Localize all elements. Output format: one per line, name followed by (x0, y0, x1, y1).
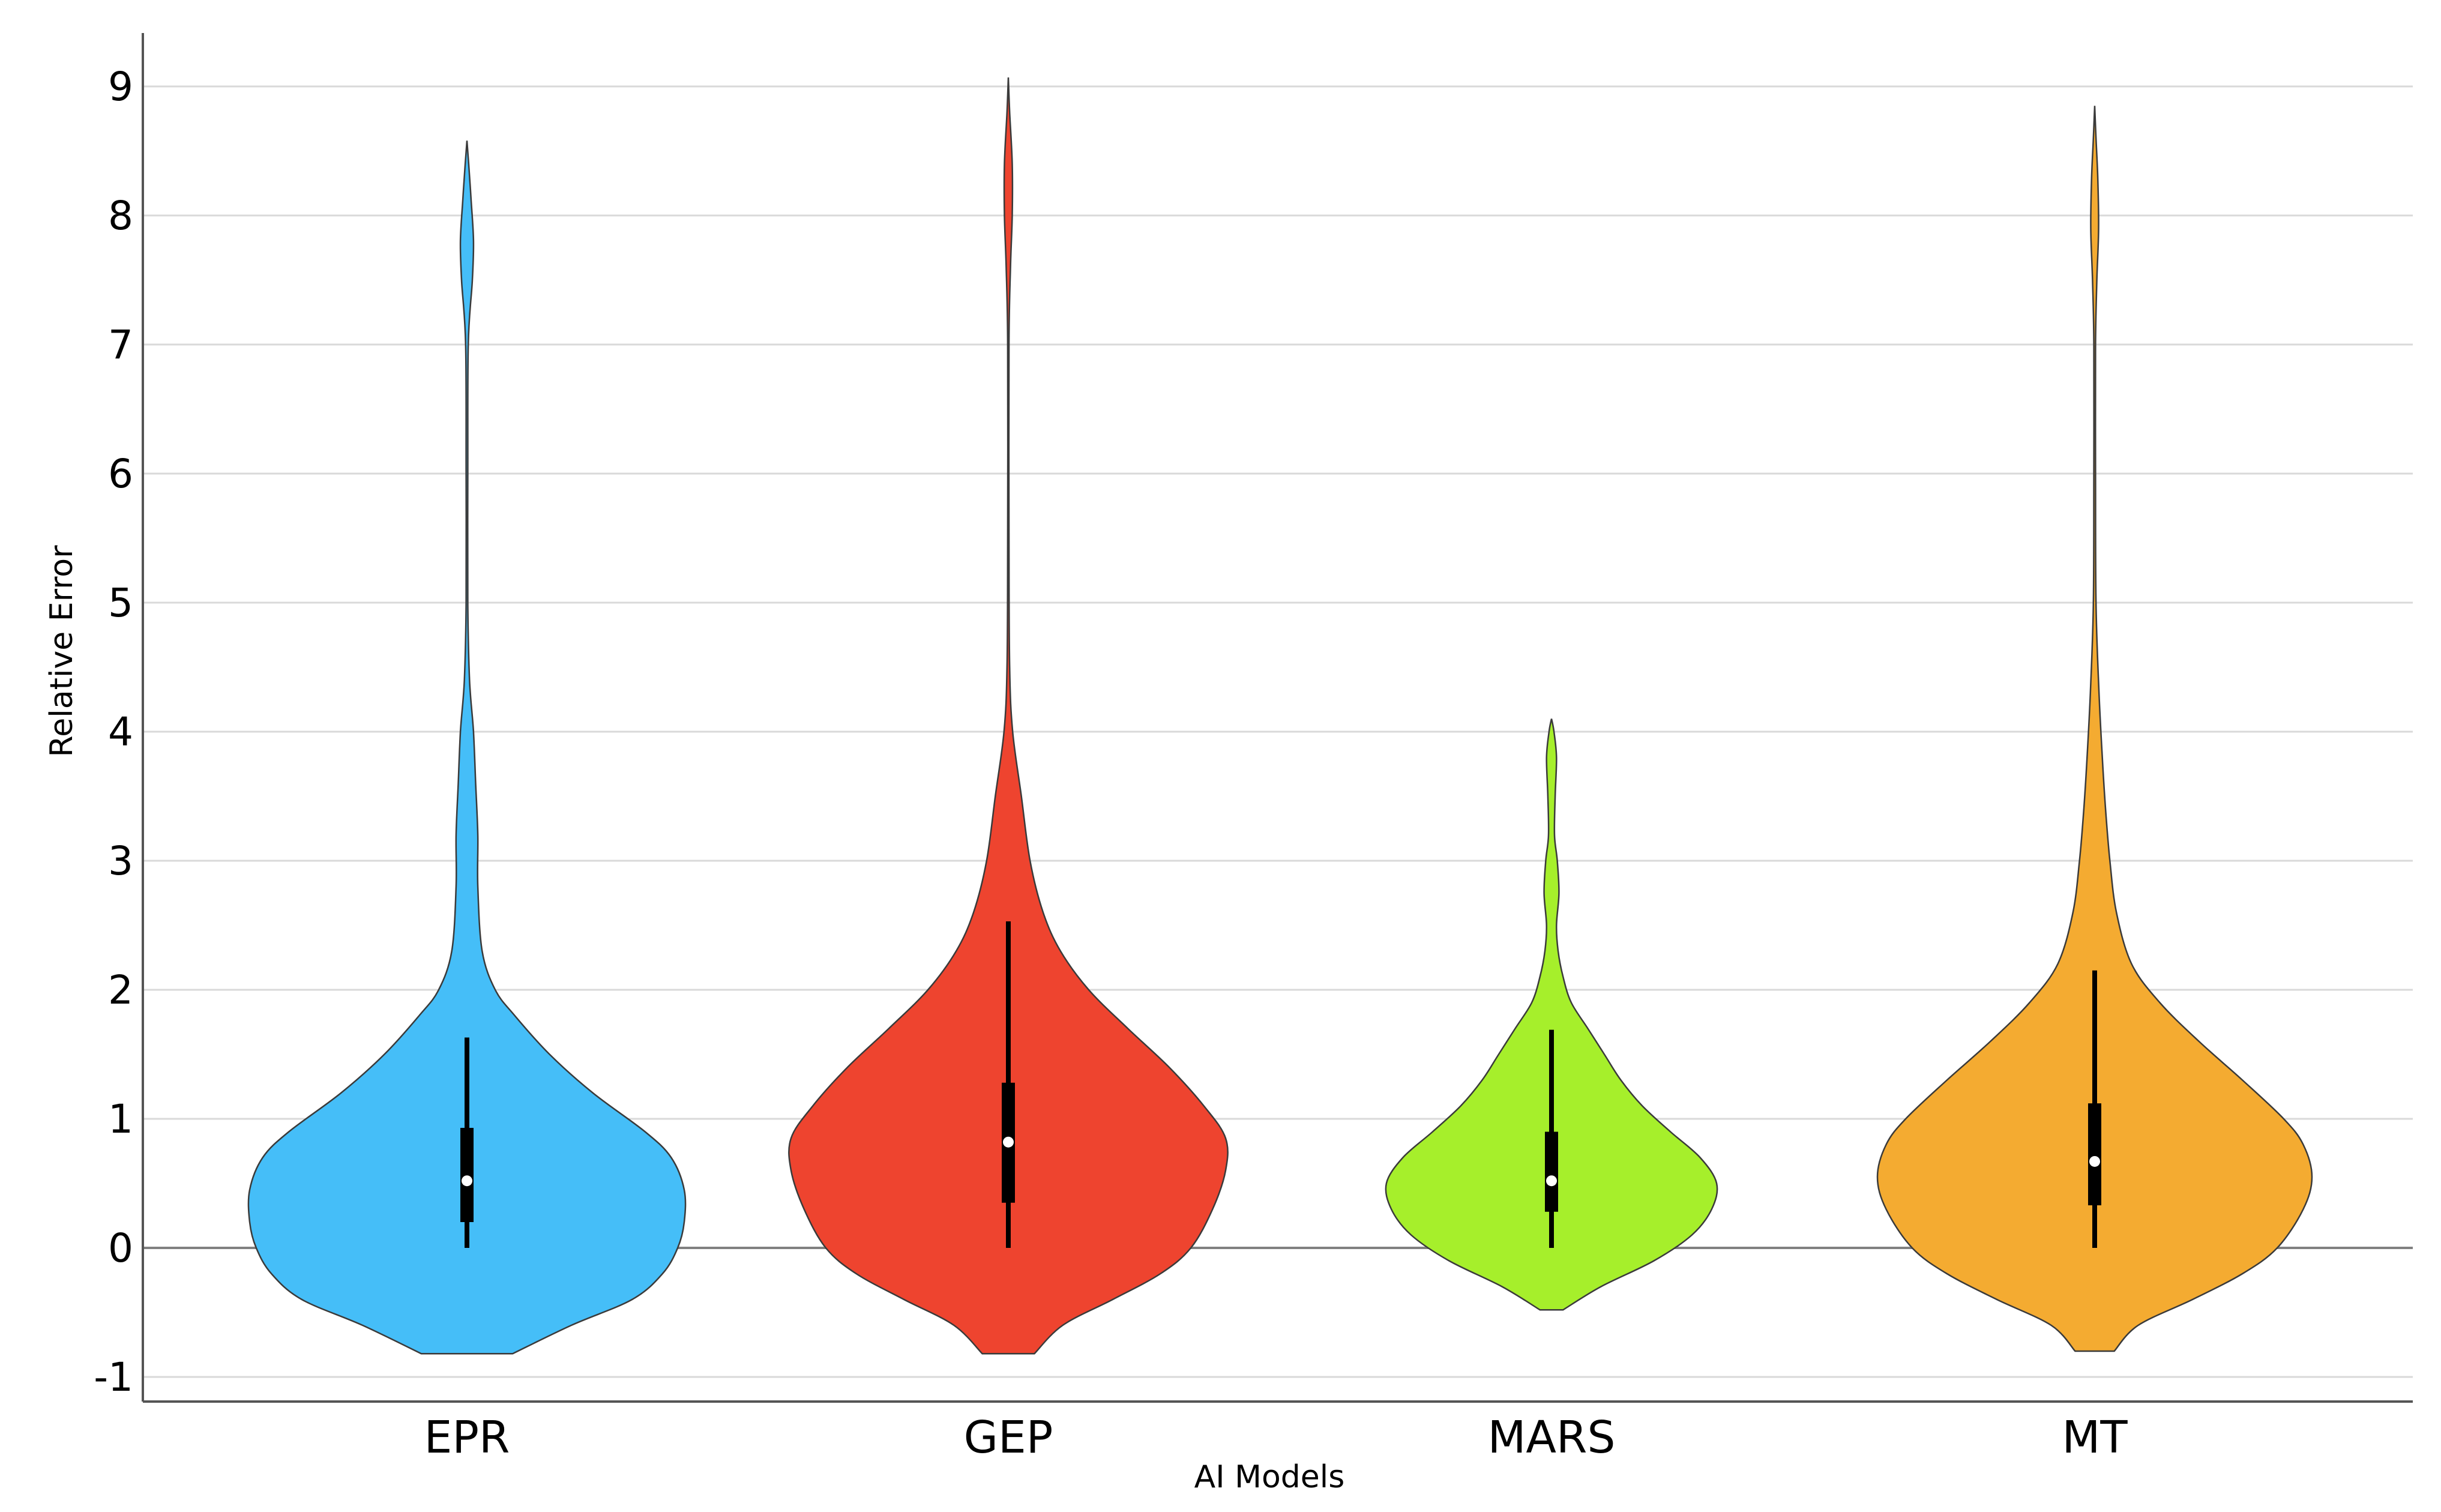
y-tick-label: 6 (108, 451, 133, 497)
median-epr (462, 1175, 472, 1187)
y-tick-label: 1 (108, 1096, 133, 1142)
y-tick-label: -1 (94, 1354, 133, 1400)
x-tick-label: MT (2062, 1412, 2128, 1463)
median-mars (1546, 1175, 1557, 1187)
x-tick-labels: EPR GEP MARS MT (424, 1412, 2128, 1463)
violin-epr (247, 140, 687, 1355)
y-tick-label: 0 (108, 1225, 133, 1271)
violins (247, 77, 2313, 1355)
iqr-box-mt (2088, 1103, 2101, 1206)
violin-mt (1876, 106, 2313, 1352)
y-tick-label: 5 (108, 580, 133, 626)
y-axis-title: Relative Error (44, 545, 80, 758)
y-tick-label: 9 (108, 64, 133, 110)
y-tick-label: 3 (108, 838, 133, 884)
y-tick-label: 8 (108, 193, 133, 239)
x-tick-label: GEP (964, 1412, 1053, 1463)
x-axis-title: AI Models (1194, 1459, 1345, 1495)
y-tick-label: 2 (108, 967, 133, 1013)
x-tick-label: MARS (1488, 1412, 1616, 1463)
y-tick-label: 4 (108, 709, 133, 755)
iqr-box-epr (460, 1128, 474, 1222)
box-plots (460, 921, 2101, 1248)
median-gep (1003, 1136, 1014, 1148)
y-tick-labels: -1 0 1 2 3 4 5 6 7 8 9 (94, 64, 133, 1400)
violin-gep (788, 77, 1229, 1355)
y-tick-label: 7 (108, 322, 133, 368)
x-tick-label: EPR (424, 1412, 510, 1463)
median-mt (2089, 1155, 2100, 1167)
violin-mars (1385, 718, 1718, 1311)
iqr-box-mars (1545, 1131, 1558, 1212)
axes (142, 33, 2413, 1403)
